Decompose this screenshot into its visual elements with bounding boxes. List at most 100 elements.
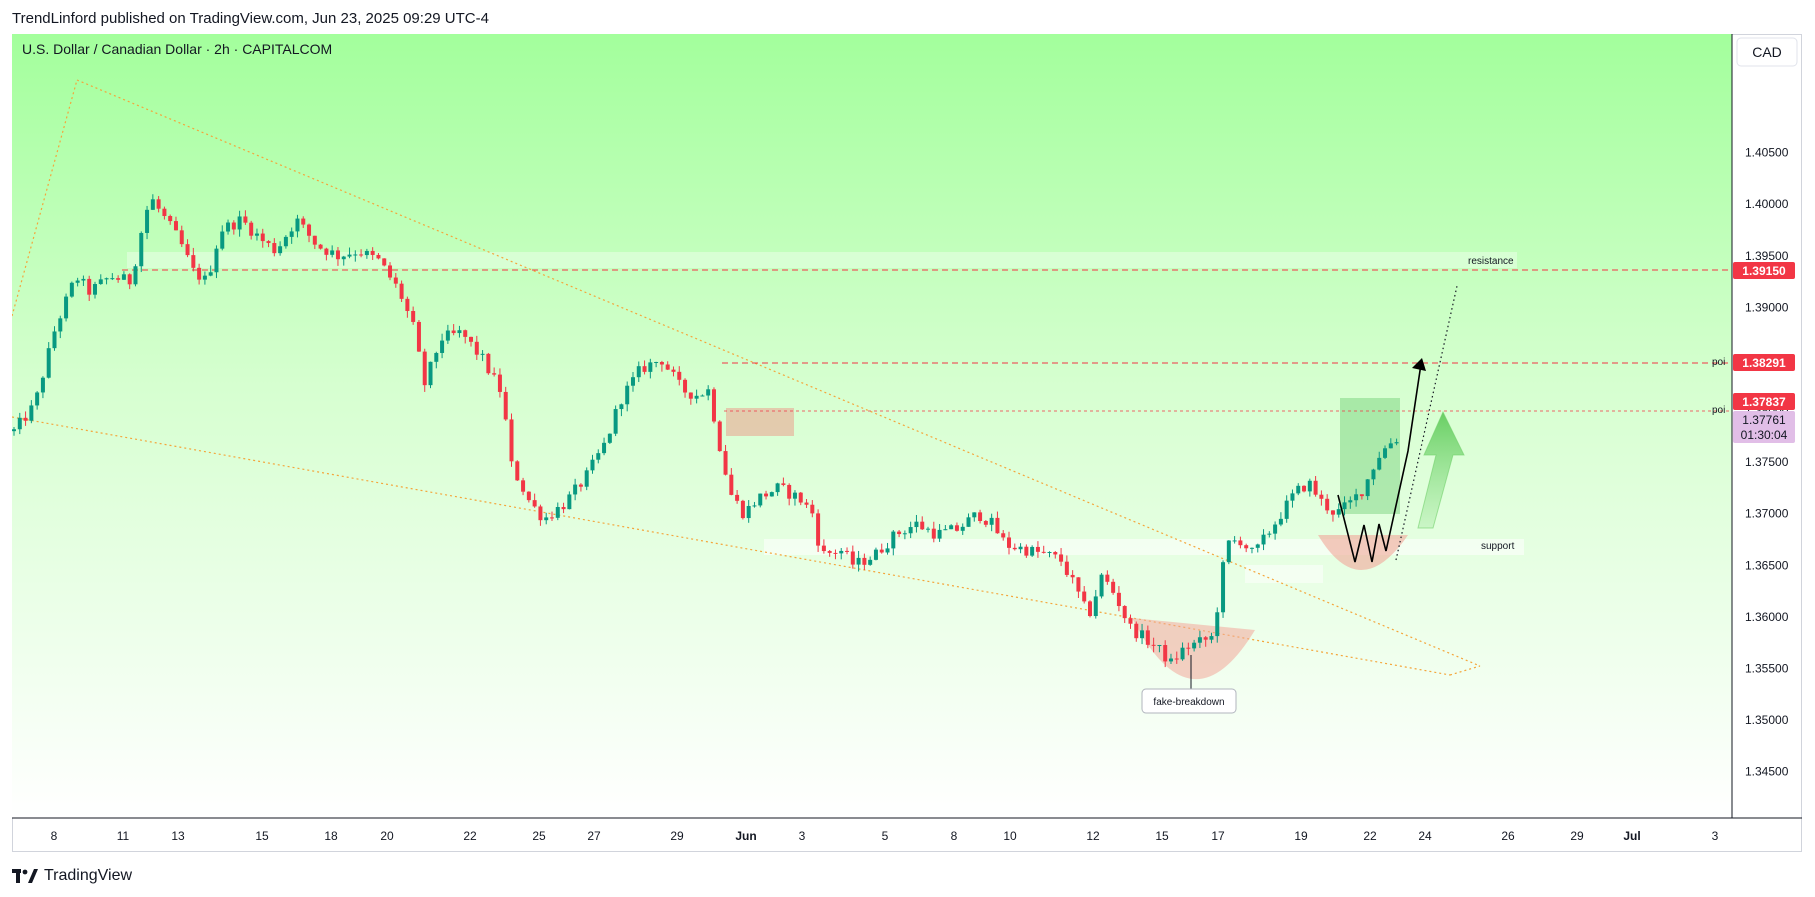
candle-body	[1290, 493, 1295, 501]
candle-body	[949, 525, 954, 530]
candle-body	[659, 362, 664, 365]
candle-body	[752, 505, 757, 507]
candle-body	[497, 374, 502, 392]
time-tick-label: 18	[324, 829, 338, 843]
candle-body	[1093, 596, 1098, 617]
candle-body	[1342, 502, 1347, 510]
candle-body	[1105, 574, 1110, 582]
candle-body	[1273, 524, 1278, 534]
candle-body	[197, 267, 202, 280]
candle-body	[69, 282, 74, 297]
candle-body	[1035, 546, 1040, 552]
candle-body	[1174, 658, 1179, 660]
candle-body	[729, 474, 734, 495]
candle-body	[1359, 494, 1364, 497]
tradingview-brand: TradingView	[44, 867, 133, 884]
candle-body	[567, 494, 572, 510]
candle-body	[405, 298, 410, 311]
candle-body	[237, 216, 242, 230]
candle-body	[671, 369, 676, 372]
candle-body	[168, 216, 173, 222]
bullish-arrow-icon	[1417, 410, 1465, 529]
candle-body	[12, 429, 16, 432]
candle-body	[1180, 647, 1185, 660]
price-label-high: 1.37837	[1742, 395, 1786, 409]
candle-body	[1394, 442, 1399, 444]
candle-body	[590, 459, 595, 471]
price-chart[interactable]: fake-breakdown resistance poi poi suppor…	[12, 34, 1802, 852]
candle-body	[1203, 637, 1208, 640]
candle-body	[393, 277, 398, 284]
candle-body	[1024, 546, 1029, 556]
candle-body	[821, 545, 826, 552]
candle-body	[1319, 494, 1324, 499]
candle-body	[1099, 574, 1104, 597]
time-tick-label: 25	[532, 829, 546, 843]
candle-body	[1284, 500, 1289, 519]
candle-body	[995, 517, 1000, 534]
candle-body	[1313, 480, 1318, 495]
time-tick-label: 24	[1418, 829, 1432, 843]
candle-body	[1325, 498, 1330, 511]
price-labels: 1.39150 1.38291 1.37837 1.37761 01:30:04	[1733, 262, 1795, 443]
candle-body	[1111, 581, 1116, 593]
candle-body	[98, 279, 103, 285]
candle-body	[1157, 645, 1162, 647]
price-label-poi: 1.38291	[1742, 356, 1786, 370]
candle-body	[619, 404, 624, 410]
candle-body	[278, 246, 283, 254]
candle-body	[451, 330, 456, 334]
candle-body	[584, 470, 589, 487]
candle-body	[318, 244, 323, 249]
price-label-high-bg	[1733, 393, 1795, 410]
candle-body	[717, 421, 722, 452]
candle-body	[613, 409, 618, 434]
candle-body	[1377, 457, 1382, 470]
candle-body	[1209, 636, 1214, 640]
candle-body	[145, 209, 150, 233]
candle-body	[677, 371, 682, 380]
candle-body	[642, 366, 647, 372]
candle-body	[578, 484, 583, 487]
candle-body	[347, 254, 352, 257]
candle-body	[1151, 644, 1156, 646]
candle-body	[150, 199, 155, 210]
candle-body	[694, 395, 699, 399]
candle-body	[469, 336, 474, 342]
candle-body	[64, 296, 69, 319]
candle-body	[382, 258, 387, 266]
candle-body	[897, 531, 902, 535]
candle-body	[116, 278, 121, 280]
candle-body	[839, 550, 844, 554]
candle-body	[1087, 601, 1092, 617]
candle-body	[1041, 551, 1046, 553]
currency-button[interactable]: CAD	[1752, 44, 1782, 60]
resistance-zone	[127, 252, 1517, 268]
candle-body	[683, 379, 688, 393]
candle-body	[457, 330, 462, 334]
candle-body	[1076, 577, 1081, 592]
candle-body	[937, 529, 942, 539]
candle-body	[1192, 642, 1197, 649]
candle-body	[110, 278, 115, 280]
candle-body	[35, 392, 40, 406]
candle-body	[1255, 544, 1260, 548]
price-axis[interactable]: 1.405001.400001.395001.390001.385001.380…	[1745, 146, 1789, 779]
candle-body	[1064, 561, 1069, 575]
candle-body	[29, 405, 34, 421]
time-axis[interactable]: 8 11 13 15 18 20 22 25 27 29 Jun 3 5 8 10 12 15 17 19 22 24 2…	[51, 829, 1719, 843]
candle-body	[121, 274, 126, 280]
candle-body	[908, 527, 913, 534]
candle-body	[665, 364, 670, 370]
tradingview-logo-icon	[12, 869, 38, 883]
key-levels	[122, 269, 1732, 412]
candle-body	[202, 275, 207, 280]
candle-body	[845, 550, 850, 552]
candle-body	[17, 417, 22, 430]
currency-button-bg[interactable]	[1736, 37, 1798, 67]
candle-body	[1296, 485, 1301, 494]
countdown-label: 01:30:04	[1741, 428, 1788, 442]
candle-body	[561, 507, 566, 510]
candle-body	[23, 417, 28, 421]
candle-body	[127, 274, 132, 285]
